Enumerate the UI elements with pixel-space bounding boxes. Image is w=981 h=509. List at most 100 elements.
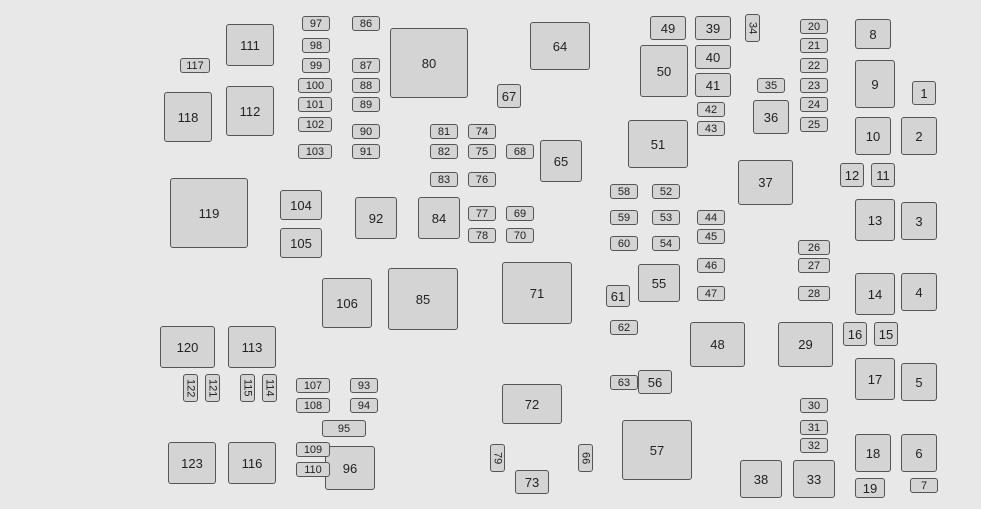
fuse-slot-121: 121 (205, 374, 220, 402)
fuse-slot-15: 15 (874, 322, 898, 346)
fuse-slot-39: 39 (695, 16, 731, 40)
fuse-slot-80: 80 (390, 28, 468, 98)
fuse-slot-104: 104 (280, 190, 322, 220)
fuse-slot-20: 20 (800, 19, 828, 34)
fuse-slot-50: 50 (640, 45, 688, 97)
fuse-slot-42: 42 (697, 102, 725, 117)
fuse-slot-87: 87 (352, 58, 380, 73)
fuse-slot-46: 46 (697, 258, 725, 273)
fuse-slot-14: 14 (855, 273, 895, 315)
fuse-slot-21: 21 (800, 38, 828, 53)
fuse-slot-27: 27 (798, 258, 830, 273)
fuse-slot-76: 76 (468, 172, 496, 187)
fuse-slot-85: 85 (388, 268, 458, 330)
fuse-slot-48: 48 (690, 322, 745, 367)
fuse-slot-92: 92 (355, 197, 397, 239)
fuse-slot-37: 37 (738, 160, 793, 205)
fuse-slot-6: 6 (901, 434, 937, 472)
fuse-slot-41: 41 (695, 73, 731, 97)
fuse-slot-65: 65 (540, 140, 582, 182)
fuse-slot-111: 111 (226, 24, 274, 66)
fuse-slot-118: 118 (164, 92, 212, 142)
fuse-slot-113: 113 (228, 326, 276, 368)
fuse-slot-110: 110 (296, 462, 330, 477)
fuse-slot-67: 67 (497, 84, 521, 108)
fuse-slot-122: 122 (183, 374, 198, 402)
fuse-slot-79: 79 (490, 444, 505, 472)
fuse-slot-97: 97 (302, 16, 330, 31)
fuse-slot-34: 34 (745, 14, 760, 42)
fuse-slot-61: 61 (606, 285, 630, 307)
fuse-slot-84: 84 (418, 197, 460, 239)
fuse-slot-2: 2 (901, 117, 937, 155)
fuse-slot-43: 43 (697, 121, 725, 136)
fuse-slot-45: 45 (697, 229, 725, 244)
fuse-slot-40: 40 (695, 45, 731, 69)
fuse-slot-100: 100 (298, 78, 332, 93)
fuse-slot-54: 54 (652, 236, 680, 251)
fuse-slot-86: 86 (352, 16, 380, 31)
fuse-slot-31: 31 (800, 420, 828, 435)
fuse-slot-7: 7 (910, 478, 938, 493)
fuse-slot-5: 5 (901, 363, 937, 401)
fuse-slot-101: 101 (298, 97, 332, 112)
fuse-slot-112: 112 (226, 86, 274, 136)
fuse-slot-70: 70 (506, 228, 534, 243)
fuse-slot-11: 11 (871, 163, 895, 187)
fuse-slot-60: 60 (610, 236, 638, 251)
fuse-slot-99: 99 (302, 58, 330, 73)
fuse-slot-32: 32 (800, 438, 828, 453)
fuse-slot-116: 116 (228, 442, 276, 484)
fuse-slot-16: 16 (843, 322, 867, 346)
fuse-slot-78: 78 (468, 228, 496, 243)
fuse-slot-1: 1 (912, 81, 936, 105)
fuse-slot-89: 89 (352, 97, 380, 112)
fuse-slot-59: 59 (610, 210, 638, 225)
fuse-slot-22: 22 (800, 58, 828, 73)
fuse-slot-4: 4 (901, 273, 937, 311)
fuse-slot-63: 63 (610, 375, 638, 390)
fuse-slot-49: 49 (650, 16, 686, 40)
fuse-slot-105: 105 (280, 228, 322, 258)
fuse-slot-57: 57 (622, 420, 692, 480)
fuse-slot-93: 93 (350, 378, 378, 393)
fuse-slot-103: 103 (298, 144, 332, 159)
fuse-slot-117: 117 (180, 58, 210, 73)
fuse-slot-13: 13 (855, 199, 895, 241)
fuse-slot-47: 47 (697, 286, 725, 301)
fuse-slot-56: 56 (638, 370, 672, 394)
fuse-slot-36: 36 (753, 100, 789, 134)
fuse-slot-95: 95 (322, 420, 366, 437)
fuse-slot-114: 114 (262, 374, 277, 402)
fuse-slot-119: 119 (170, 178, 248, 248)
fuse-slot-26: 26 (798, 240, 830, 255)
fuse-slot-77: 77 (468, 206, 496, 221)
fuse-slot-106: 106 (322, 278, 372, 328)
fuse-slot-33: 33 (793, 460, 835, 498)
fuse-slot-81: 81 (430, 124, 458, 139)
fuse-slot-3: 3 (901, 202, 937, 240)
fuse-slot-75: 75 (468, 144, 496, 159)
fuse-slot-94: 94 (350, 398, 378, 413)
fuse-slot-115: 115 (240, 374, 255, 402)
fuse-slot-35: 35 (757, 78, 785, 93)
fuse-slot-55: 55 (638, 264, 680, 302)
fuse-slot-96: 96 (325, 446, 375, 490)
fuse-slot-71: 71 (502, 262, 572, 324)
fuse-slot-25: 25 (800, 117, 828, 132)
fuse-slot-107: 107 (296, 378, 330, 393)
fuse-slot-12: 12 (840, 163, 864, 187)
fuse-slot-98: 98 (302, 38, 330, 53)
fuse-slot-66: 66 (578, 444, 593, 472)
fuse-slot-64: 64 (530, 22, 590, 70)
fuse-slot-83: 83 (430, 172, 458, 187)
fuse-slot-8: 8 (855, 19, 891, 49)
fuse-slot-90: 90 (352, 124, 380, 139)
fuse-slot-102: 102 (298, 117, 332, 132)
fuse-slot-58: 58 (610, 184, 638, 199)
fuse-slot-28: 28 (798, 286, 830, 301)
fuse-box-diagram: 1234567891011121314151617181920212223242… (0, 0, 981, 509)
fuse-slot-10: 10 (855, 117, 891, 155)
fuse-slot-72: 72 (502, 384, 562, 424)
fuse-slot-68: 68 (506, 144, 534, 159)
